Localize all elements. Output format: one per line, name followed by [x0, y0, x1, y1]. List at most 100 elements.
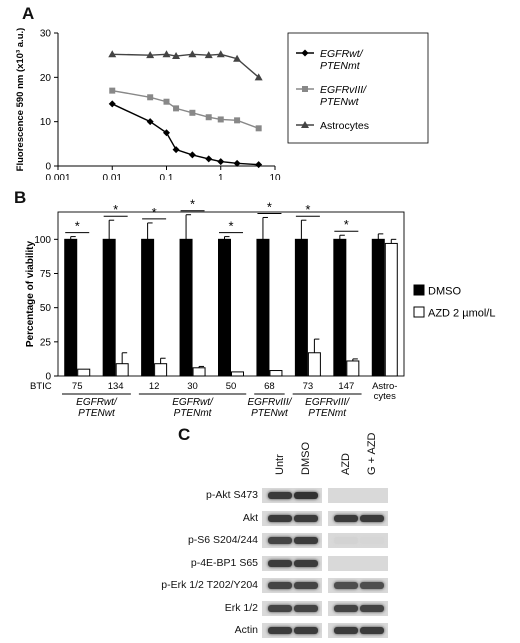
- significance-marker: *: [267, 199, 272, 214]
- blot-row-label: p-S6 S204/244: [187, 534, 258, 546]
- data-point: [216, 50, 225, 58]
- legend-swatch: [413, 284, 425, 296]
- blot-membrane-strip: [328, 533, 388, 548]
- blot-membrane-strip: [262, 578, 322, 593]
- y-tick-label: 100: [34, 235, 51, 246]
- y-tick-label: 25: [40, 337, 52, 348]
- category-label: 73: [303, 381, 314, 392]
- blot-band: [268, 514, 292, 522]
- lane-label: G + AZD: [366, 432, 378, 476]
- bar-dmso: [333, 238, 347, 377]
- x-tick-label: 10: [269, 173, 281, 180]
- y-tick-label: 30: [40, 29, 52, 40]
- blot-band: [268, 537, 292, 544]
- data-point: [205, 114, 212, 121]
- category-label: 50: [226, 381, 237, 392]
- legend-label: EGFRvIII/: [320, 84, 367, 96]
- lane-label: Untr: [274, 454, 286, 475]
- blot-membrane-strip: [328, 510, 388, 526]
- data-point: [108, 100, 116, 108]
- bar-azd: [231, 371, 244, 377]
- blot-band: [334, 627, 358, 634]
- blot-membrane-strip: [328, 623, 388, 638]
- group-label: PTENwt: [251, 408, 289, 419]
- panel-label-c: C: [178, 425, 191, 444]
- significance-marker: *: [152, 205, 157, 220]
- blot-membrane-strip: [328, 488, 388, 503]
- data-point: [255, 125, 262, 132]
- blot-band: [360, 537, 384, 544]
- data-point: [147, 94, 154, 101]
- data-point: [172, 146, 180, 154]
- blot-band: [334, 537, 358, 544]
- blot-band: [360, 627, 384, 634]
- legend-label: DMSO: [428, 286, 461, 298]
- bar-azd: [346, 360, 360, 377]
- series-line-0: [111, 103, 259, 166]
- blot-band: [268, 559, 292, 567]
- data-point: [255, 161, 263, 169]
- data-point: [146, 118, 154, 126]
- category-label: 30: [187, 381, 198, 392]
- category-label: Astro-: [372, 381, 397, 392]
- group-label: EGFRvIII/: [247, 397, 292, 408]
- group-label: EGFRwt/: [172, 397, 214, 408]
- data-point: [172, 52, 181, 60]
- y-tick-label: 75: [40, 269, 52, 280]
- y-tick-label: 0: [45, 162, 51, 173]
- blot-band: [294, 627, 318, 634]
- blot-row-label: Erk 1/2: [224, 601, 258, 614]
- legend-marker: [302, 86, 308, 92]
- x-tick-label: 0.01: [103, 173, 123, 180]
- significance-marker: *: [75, 219, 80, 234]
- blot-band: [294, 559, 318, 567]
- blot-row-label: p-Erk 1/2 T202/Y204: [161, 579, 258, 591]
- group-label: EGFRvIII/: [305, 397, 350, 408]
- data-point: [204, 51, 213, 59]
- significance-marker: *: [113, 202, 118, 217]
- legend-swatch: [413, 306, 425, 318]
- group-label: EGFRwt/: [76, 397, 118, 408]
- blot-row-label: p-4E-BP1 S65: [190, 556, 258, 569]
- x-tick-label: 0.1: [160, 173, 174, 180]
- blot-band: [360, 582, 384, 589]
- data-point: [163, 98, 170, 105]
- blot-row-label: Actin: [234, 624, 258, 636]
- x-tick-label: 1: [218, 173, 224, 180]
- legend-label: PTENwt: [320, 96, 360, 108]
- bar-azd: [115, 363, 129, 377]
- blot-membrane-strip: [328, 600, 388, 616]
- blot-band: [294, 537, 318, 544]
- blot-row-label: p-Akt S473: [206, 489, 258, 501]
- blot-band: [294, 492, 318, 499]
- blot-band: [334, 514, 358, 522]
- bar-dmso: [218, 238, 231, 377]
- bar-azd: [192, 367, 206, 377]
- bar-dmso: [102, 238, 116, 377]
- bar-dmso: [294, 238, 308, 377]
- data-point: [163, 129, 170, 137]
- group-label: PTENmt: [174, 408, 213, 419]
- category-label: 134: [108, 381, 124, 392]
- category-label: 12: [149, 381, 160, 392]
- blot-band: [268, 582, 292, 589]
- blot-band: [268, 492, 292, 499]
- data-point: [205, 155, 213, 163]
- legend-label: Astrocytes: [320, 120, 369, 132]
- legend-marker: [301, 49, 309, 57]
- data-point: [109, 87, 116, 94]
- blot-membrane-strip: [262, 533, 322, 548]
- data-point: [233, 159, 241, 167]
- lane-label: DMSO: [300, 442, 312, 475]
- group-label: PTENmt: [308, 408, 347, 419]
- y-tick-label: 0: [45, 372, 51, 383]
- y-tick-label: 20: [40, 73, 52, 84]
- y-axis-title: Fluorescence 590 nm (x10³ a.u.): [15, 28, 26, 172]
- blot-membrane-strip: [262, 555, 322, 571]
- blot-band: [360, 604, 384, 612]
- panel-label-b: B: [14, 188, 27, 207]
- blot-band: [294, 514, 318, 522]
- y-tick-label: 50: [40, 303, 52, 314]
- data-point: [173, 105, 180, 112]
